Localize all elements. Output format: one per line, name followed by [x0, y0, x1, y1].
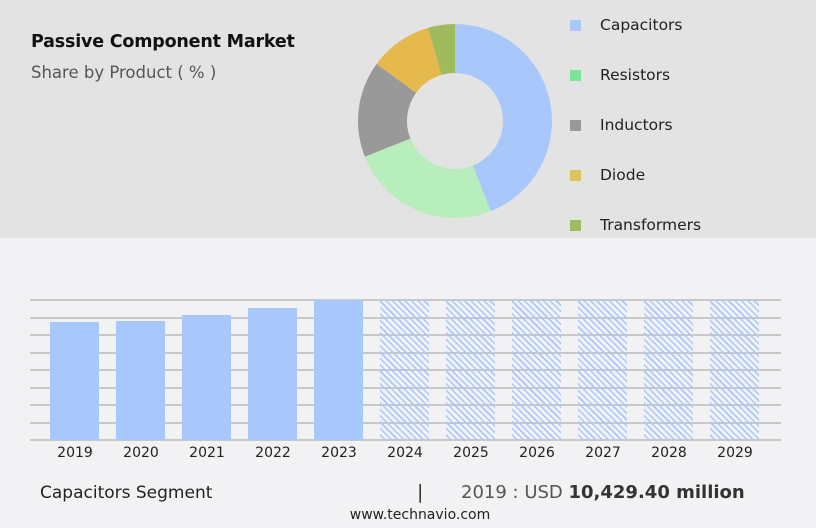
legend-item-resistors: Resistors [570, 65, 670, 85]
bar-2021 [182, 315, 231, 440]
forecast-bar-2028 [644, 300, 693, 440]
footer-separator: | [417, 481, 424, 503]
legend-swatch [570, 219, 581, 231]
legend-item-inductors: Inductors [570, 115, 673, 135]
donut-slice-resistors [364, 138, 491, 219]
forecast-bar-2029 [710, 300, 759, 440]
forecast-bar-2024 [380, 300, 429, 440]
x-axis-label: 2021 [189, 445, 225, 461]
source-url: www.technavio.com [349, 507, 491, 523]
bar-2019 [50, 322, 99, 440]
bar-2022 [248, 308, 297, 440]
segment-value-prefix: 2019 : USD [461, 482, 569, 503]
bar-chart: 2019 2020 2021 2022 2023 2024 2025 2026 2027 2028… [0, 238, 816, 528]
bar-2020 [116, 321, 165, 440]
segment-value: 2019 : USD 10,429.40 million [461, 482, 745, 503]
donut-slice-inductors [358, 63, 417, 157]
gridline [30, 439, 781, 441]
legend-item-transformers: Transformers [570, 215, 701, 235]
x-axis-label: 2026 [519, 445, 555, 461]
legend-label: Transformers [600, 216, 702, 234]
x-axis-label: 2019 [57, 445, 93, 461]
donut-legend: Capacitors Resistors Inductors Diode Transfo… [570, 0, 810, 238]
chart-title: Passive Component Market [31, 32, 295, 52]
donut-slice-diode [376, 27, 442, 93]
legend-label: Inductors [600, 116, 673, 134]
forecast-bar-2026 [512, 300, 561, 440]
x-axis-label: 2023 [321, 445, 357, 461]
chart-subtitle: Share by Product ( % ) [31, 63, 217, 82]
x-axis-label: 2022 [255, 445, 291, 461]
x-axis-label: 2029 [717, 445, 753, 461]
legend-item-diode: Diode [570, 165, 645, 185]
legend-swatch [570, 69, 581, 81]
segment-label: Capacitors Segment [40, 483, 213, 503]
x-axis-label: 2020 [123, 445, 159, 461]
donut-slice-capacitors [455, 24, 552, 212]
legend-swatch [570, 19, 581, 31]
x-axis-label: 2028 [651, 445, 687, 461]
legend-swatch [570, 119, 581, 131]
x-axis-label: 2024 [387, 445, 423, 461]
forecast-bar-2025 [446, 300, 495, 440]
legend-item-capacitors: Capacitors [570, 15, 683, 35]
segment-value-amount: 10,429.40 million [568, 482, 745, 503]
x-axis-label: 2025 [453, 445, 489, 461]
forecast-bar-2027 [578, 300, 627, 440]
bar-2023 [314, 300, 363, 440]
legend-label: Resistors [600, 66, 671, 84]
legend-swatch [570, 169, 581, 181]
donut-slice-transformers [427, 24, 455, 75]
share-by-product-panel: Passive Component Market Share by Produc… [0, 0, 816, 238]
legend-label: Diode [600, 166, 646, 184]
donut-chart [358, 24, 552, 219]
x-axis-label: 2027 [585, 445, 621, 461]
legend-label: Capacitors [600, 16, 683, 34]
